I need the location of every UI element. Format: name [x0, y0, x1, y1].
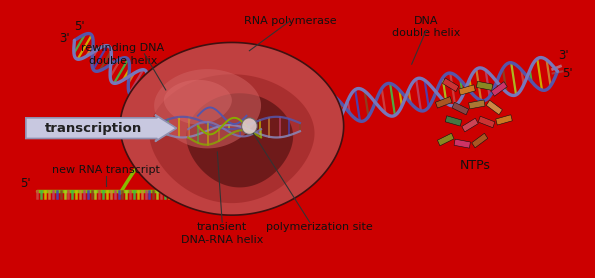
Text: transient
DNA-RNA helix: transient DNA-RNA helix — [181, 222, 264, 245]
Text: 5': 5' — [74, 20, 84, 33]
Polygon shape — [164, 80, 232, 125]
Polygon shape — [486, 100, 502, 115]
Text: 3': 3' — [559, 49, 569, 62]
Polygon shape — [478, 116, 495, 128]
Polygon shape — [443, 78, 459, 92]
Polygon shape — [477, 81, 493, 90]
Polygon shape — [496, 115, 512, 125]
Polygon shape — [469, 100, 485, 109]
Text: new RNA transcript: new RNA transcript — [52, 165, 159, 175]
Polygon shape — [437, 133, 454, 146]
Polygon shape — [149, 74, 315, 203]
Circle shape — [242, 118, 257, 134]
Polygon shape — [154, 69, 261, 148]
Polygon shape — [459, 85, 475, 95]
Polygon shape — [462, 118, 478, 132]
Text: DNA
double helix: DNA double helix — [392, 16, 461, 38]
Text: 3': 3' — [60, 33, 70, 46]
Polygon shape — [454, 139, 471, 148]
Text: polymerization site: polymerization site — [266, 222, 372, 232]
Polygon shape — [491, 82, 507, 96]
Polygon shape — [452, 102, 469, 115]
Text: RNA polymerase: RNA polymerase — [244, 16, 337, 26]
Text: transcription: transcription — [45, 122, 142, 135]
Polygon shape — [436, 97, 452, 108]
Text: 5': 5' — [562, 66, 573, 80]
Polygon shape — [445, 116, 462, 126]
Polygon shape — [186, 93, 293, 187]
Polygon shape — [120, 43, 344, 215]
Text: rewinding DNA
double helix: rewinding DNA double helix — [82, 43, 165, 66]
Text: NTPs: NTPs — [459, 159, 490, 172]
FancyArrow shape — [26, 115, 177, 142]
Polygon shape — [472, 133, 488, 148]
Text: 5': 5' — [20, 177, 31, 190]
